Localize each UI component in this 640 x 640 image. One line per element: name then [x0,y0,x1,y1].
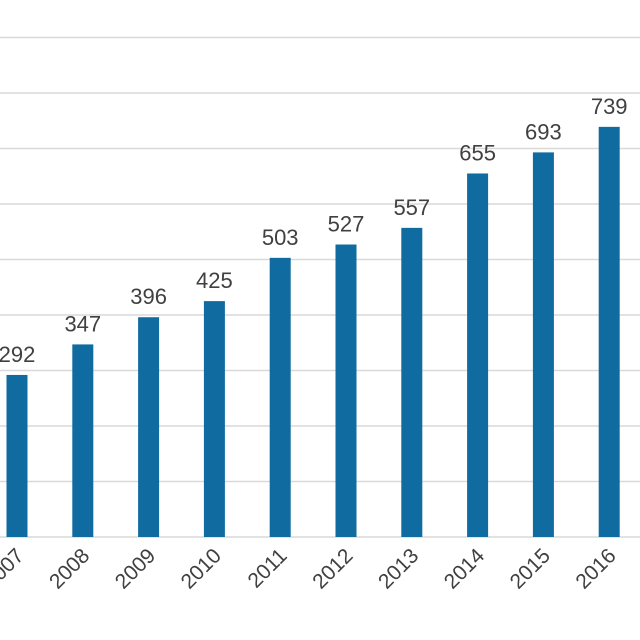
x-tick-label-2016: 2016 [571,544,620,593]
x-tick-label-2014: 2014 [440,544,490,594]
bar-2008 [72,344,94,537]
x-tick-label-2009: 2009 [111,544,160,593]
bar-2011 [269,257,291,537]
data-label-2015: 693 [525,119,562,144]
data-label-2011: 503 [262,225,299,250]
data-label-2014: 655 [459,140,496,165]
bar-2013 [401,227,423,538]
bars [6,126,620,538]
x-tick-labels: 2007 2008 2009 2010 2011 2012 2013 2014 2015 2016… [0,544,640,594]
bar-2016 [598,126,620,537]
data-labels: 292 347 396 425 503 527 557 655 693 739 [0,94,628,367]
data-label-2012: 527 [328,212,365,237]
data-label-2013: 557 [393,195,430,220]
x-tick-label-2012: 2012 [308,544,357,593]
bar-2009 [138,317,160,537]
data-label-2010: 425 [196,268,233,293]
x-tick-label-2013: 2013 [374,544,423,593]
data-label-2008: 347 [64,311,101,336]
x-tick-label-2008: 2008 [45,544,94,593]
bar-2007 [6,374,28,537]
x-tick-label-2007: 2007 [0,544,29,593]
x-tick-label-2010: 2010 [177,544,226,593]
gridlines [0,36,640,538]
bar-2010 [203,301,225,537]
data-label-2016: 739 [591,94,628,119]
x-tick-label-2015: 2015 [506,544,555,593]
bar-2012 [335,244,357,537]
bar-2015 [532,152,554,537]
bar-2014 [467,173,489,537]
data-label-2007: 292 [0,342,35,367]
x-tick-label-2011: 2011 [244,544,292,592]
data-label-2009: 396 [130,284,167,309]
